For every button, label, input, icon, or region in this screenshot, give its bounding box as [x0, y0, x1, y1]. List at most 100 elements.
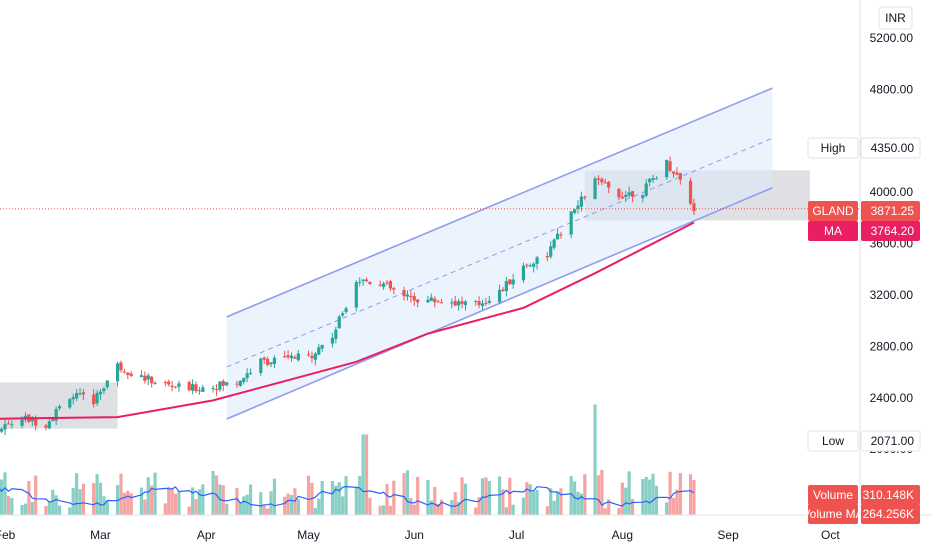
- volume-bar: [368, 497, 372, 515]
- candle-body: [603, 182, 607, 184]
- volume-bar: [225, 503, 229, 515]
- volume-bar: [624, 487, 628, 515]
- candle: [497, 284, 502, 305]
- volume-bar: [71, 487, 75, 515]
- volume-bar: [426, 479, 430, 515]
- candle: [354, 280, 358, 312]
- candle-body: [242, 378, 246, 383]
- candle: [313, 351, 317, 366]
- candle: [238, 380, 242, 387]
- volume-bar: [119, 473, 123, 515]
- candle: [457, 298, 461, 311]
- candle: [242, 377, 246, 385]
- volume-bar: [668, 471, 672, 515]
- volume-bar: [436, 503, 440, 515]
- candle: [576, 199, 580, 214]
- volume-bar: [678, 473, 682, 515]
- candle-body: [187, 382, 191, 391]
- candle: [474, 299, 478, 306]
- channel-upper-line[interactable]: [226, 87, 773, 318]
- candle-body: [412, 296, 416, 301]
- candle: [688, 177, 693, 206]
- volume-bar: [283, 496, 287, 515]
- volume-bar: [150, 485, 154, 515]
- candle-body: [439, 302, 444, 304]
- candle-body: [378, 284, 382, 286]
- volume-bar: [617, 508, 621, 515]
- volume-bar: [296, 499, 300, 515]
- candle-body: [624, 194, 628, 197]
- label-value-bg: [861, 485, 920, 505]
- candle: [535, 255, 539, 270]
- candle: [81, 389, 86, 401]
- candle-body: [463, 301, 468, 306]
- label-name-bg: [807, 137, 859, 159]
- volume-bar: [497, 476, 502, 515]
- volume-bar: [654, 485, 659, 515]
- label-value: 2071.00: [871, 434, 915, 448]
- candle-body: [337, 316, 341, 329]
- candle: [78, 388, 82, 396]
- candle: [146, 373, 150, 385]
- candle-body: [313, 353, 317, 360]
- candle: [429, 293, 433, 302]
- candle-body: [480, 303, 485, 307]
- candle-body: [501, 289, 505, 291]
- volume-bar: [555, 492, 560, 515]
- price-label-volume: Volume 310.148K: [808, 485, 920, 505]
- volume-bar: [167, 486, 171, 515]
- time-tick-label: Feb: [0, 528, 16, 542]
- volume-bar: [545, 506, 549, 515]
- candle: [508, 278, 512, 285]
- label-name: Volume MA: [802, 507, 863, 521]
- volume-bar: [412, 504, 416, 515]
- currency-badge[interactable]: INR: [878, 6, 913, 30]
- candle-body: [122, 371, 126, 373]
- candle: [266, 356, 270, 367]
- candle-body: [593, 178, 597, 200]
- volume-bar: [535, 489, 539, 515]
- volume-bar: [153, 472, 157, 515]
- candle-body: [296, 353, 300, 361]
- candle: [630, 190, 635, 203]
- candle-body: [306, 354, 311, 356]
- candle-body: [115, 363, 120, 382]
- candle: [521, 262, 526, 284]
- price-label-low: Low 2071.00: [807, 430, 921, 452]
- volume-bar: [641, 479, 645, 515]
- volume-bar: [143, 499, 147, 515]
- volume-bar: [344, 476, 348, 515]
- candle-body: [320, 344, 324, 349]
- price-axis[interactable]: 5200.004800.004350.004000.003600.003200.…: [859, 0, 932, 550]
- candle-body: [508, 279, 512, 285]
- candle-body: [344, 308, 348, 312]
- candle: [364, 277, 369, 283]
- volume-bar: [409, 498, 413, 515]
- volume-bar: [648, 479, 652, 515]
- candle: [6, 420, 11, 425]
- volume-bar: [317, 498, 321, 515]
- candle: [214, 384, 219, 396]
- volume-bar: [593, 404, 597, 515]
- candle-body: [572, 209, 577, 213]
- time-axis[interactable]: Feb Mar Apr May Jun Jul Aug Sep Oct: [0, 514, 932, 550]
- candle: [341, 311, 345, 317]
- candle-body: [68, 399, 72, 408]
- volume-bar: [381, 505, 386, 515]
- volume-bar: [358, 475, 362, 515]
- label-value: 3871.25: [871, 204, 915, 218]
- volume-bar: [105, 501, 109, 515]
- volume-bar: [504, 507, 508, 515]
- candle: [668, 156, 672, 173]
- range-box[interactable]: [0, 382, 118, 429]
- candle: [528, 263, 532, 268]
- candle-body: [3, 424, 7, 430]
- candle: [0, 427, 4, 434]
- candle-body: [211, 387, 215, 389]
- parallel-channel[interactable]: [226, 87, 773, 420]
- candle-body: [368, 282, 372, 285]
- time-tick-label: Oct: [821, 528, 840, 542]
- moving-average-line: [0, 221, 695, 420]
- candle-body: [504, 281, 508, 292]
